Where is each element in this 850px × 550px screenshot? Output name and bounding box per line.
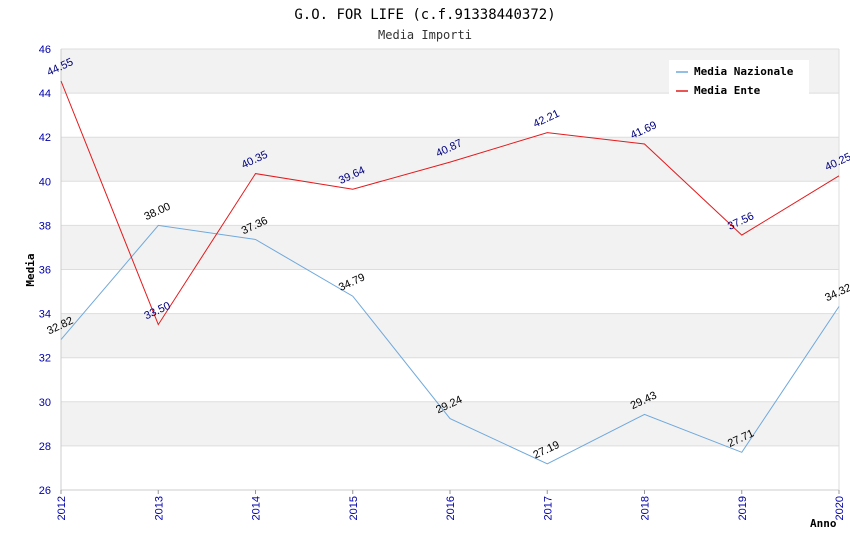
chart-title: G.O. FOR LIFE (c.f.91338440372) <box>294 7 555 23</box>
grid-band <box>61 445 839 490</box>
x-tick-label: 2017 <box>542 496 554 520</box>
legend: Media Nazionale Media Ente <box>669 60 809 98</box>
x-tick-label: 2019 <box>737 496 749 520</box>
x-tick-label: 2020 <box>834 496 846 520</box>
series-line-media-nazionale <box>60 224 840 465</box>
x-tick-label: 2014 <box>251 496 263 520</box>
y-tick-label: 30 <box>39 397 51 409</box>
x-tick-label: 2015 <box>348 496 360 520</box>
y-tick-label: 46 <box>39 44 51 56</box>
grid-band <box>61 137 839 182</box>
y-tick-label: 38 <box>39 220 51 232</box>
y-tick-label: 34 <box>39 309 51 321</box>
grid-band <box>61 181 839 226</box>
grid-band <box>61 357 839 402</box>
grid-band <box>61 269 839 314</box>
x-tick-label: 2013 <box>153 496 165 520</box>
y-tick-label: 42 <box>39 132 51 144</box>
grid-band <box>61 93 839 138</box>
y-tick-label: 32 <box>39 353 51 365</box>
x-axis-ticks: 2012 2013 2014 2015 2016 2017 2018 2019 2020 <box>56 490 846 520</box>
grid-band <box>61 313 839 358</box>
series-lines <box>60 80 840 465</box>
chart-subtitle: Media Importi <box>378 28 472 42</box>
legend-label-media-ente: Media Ente <box>694 84 761 97</box>
y-axis-label: Media <box>24 253 37 286</box>
x-tick-label: 2012 <box>56 496 68 520</box>
y-tick-label: 28 <box>39 441 51 453</box>
x-tick-label: 2018 <box>640 496 652 520</box>
grid-bands <box>61 49 839 490</box>
y-tick-label: 44 <box>39 88 51 100</box>
series-line-media-ente <box>60 80 840 326</box>
y-tick-label: 40 <box>39 176 51 188</box>
y-axis-ticks: 26 28 30 32 34 36 38 40 42 44 46 <box>39 44 51 497</box>
x-axis-label: Anno <box>810 517 837 530</box>
y-tick-label: 36 <box>39 265 51 277</box>
legend-label-media-nazionale: Media Nazionale <box>694 65 794 78</box>
grid-band <box>61 401 839 446</box>
y-tick-label: 26 <box>39 485 51 497</box>
grid-band <box>61 225 839 270</box>
x-tick-label: 2016 <box>445 496 457 520</box>
legend-box <box>669 60 809 98</box>
